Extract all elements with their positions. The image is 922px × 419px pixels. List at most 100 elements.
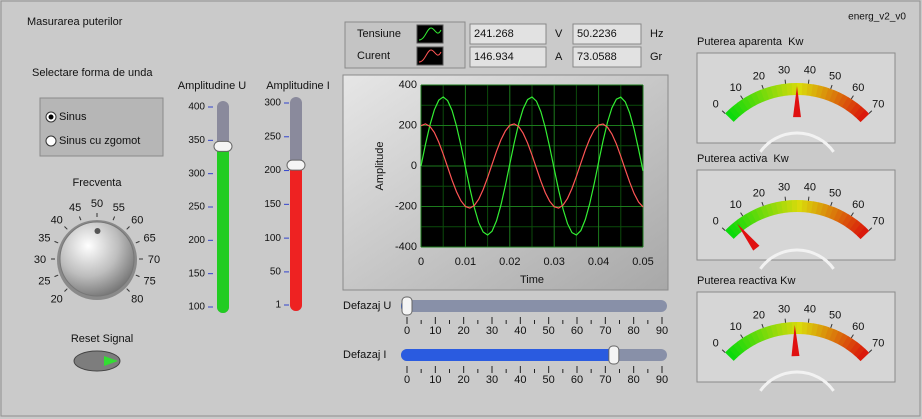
gauge-band (853, 106, 866, 119)
gauge-band (775, 323, 784, 337)
legend-box (344, 21, 466, 69)
slider-tick-label: 250 (188, 202, 205, 213)
x-tick-label: 0 (418, 256, 424, 268)
gauge-band (750, 91, 761, 106)
legend-line (418, 49, 442, 63)
gauge-band (745, 94, 757, 108)
gauge-band (765, 325, 775, 339)
knob-tick-label: 75 (144, 275, 156, 287)
gauge-tick (868, 110, 873, 114)
gauge-tick-label: 70 (872, 98, 884, 110)
gauge-band (755, 328, 766, 342)
indicator-unit: V (555, 28, 563, 40)
radio-dot (48, 114, 54, 120)
frequency-knob[interactable] (59, 221, 135, 297)
knob-tick-label: 30 (34, 254, 46, 266)
gauge-tick (850, 95, 854, 100)
gauge-band (741, 213, 753, 227)
series-line (420, 96, 644, 236)
slider-tick-label: 30 (486, 374, 498, 386)
slider-thumb[interactable] (286, 159, 306, 171)
gauge-decor-arc (759, 370, 835, 392)
slider-label: Defazaj U (343, 300, 391, 312)
slider-thumb[interactable] (608, 345, 620, 365)
x-tick-label: 0.03 (543, 256, 564, 268)
gauge-tick (850, 212, 854, 217)
panel-title: Masurarea puterilor (27, 16, 123, 28)
legend-label: Curent (357, 50, 390, 62)
gauge-tick-label: 40 (804, 182, 816, 194)
gauge-band (806, 200, 814, 214)
knob-tick (64, 226, 68, 230)
slider-tick-label: 300 (264, 98, 281, 109)
reset-button[interactable] (73, 350, 121, 372)
reset-led (104, 356, 118, 366)
gauge-band (856, 226, 870, 240)
version-label: energ_v2_v0 (848, 12, 906, 23)
gauge-tick-label: 70 (872, 337, 884, 349)
slider-fill (290, 165, 302, 311)
slider-tick-label: 60 (571, 374, 583, 386)
legend-swatch (416, 46, 444, 66)
knob-tick-label: 40 (51, 214, 63, 226)
gauge-band (820, 325, 829, 339)
gauge-band (845, 338, 858, 352)
gauge-tick (850, 334, 854, 339)
radio-button[interactable] (45, 135, 57, 147)
knob-tick-label: 60 (131, 214, 143, 226)
gauge-tick (761, 323, 764, 329)
gauge-band (856, 348, 870, 362)
indicator-box (469, 23, 547, 45)
gauge-band (811, 201, 819, 215)
slider-tick-label: 80 (628, 325, 640, 337)
slider-thumb[interactable] (213, 140, 233, 152)
gauge-band (732, 102, 745, 116)
slider-fill (401, 349, 614, 361)
gauge-band (745, 211, 757, 225)
knob-tick-label: 20 (51, 294, 63, 306)
knob-tick-label: 80 (131, 294, 143, 306)
knob-tick (126, 226, 130, 230)
reset-label: Reset Signal (71, 333, 133, 345)
gauge-band (849, 102, 862, 116)
slider-tick-label: 50 (543, 374, 555, 386)
x-tick-label: 0.05 (632, 256, 653, 268)
gauge-band (781, 200, 788, 214)
slider-tick-label: 30 (486, 325, 498, 337)
gauge-band (765, 203, 775, 217)
knob-tick (126, 288, 130, 292)
slider-tick-label: 150 (264, 199, 281, 210)
gauge-tick-label: 70 (872, 215, 884, 227)
gauge-band (732, 341, 745, 355)
frequency-label: Frecventa (73, 177, 123, 189)
gauge-band (820, 86, 829, 100)
gauge-tick-label: 10 (730, 321, 742, 333)
gauge-tick-label: 20 (753, 310, 765, 322)
slider-tick-label: 50 (543, 325, 555, 337)
gauge-tick (868, 227, 873, 231)
gauge-band (845, 99, 858, 113)
slider-tick-label: 0 (404, 325, 410, 337)
knob-pointer (94, 228, 101, 235)
gauge-tick (721, 110, 726, 114)
indicator-value: 50.2236 (577, 28, 617, 40)
x-tick-label: 0.01 (455, 256, 476, 268)
indicator-unit: A (555, 51, 563, 63)
y-tick-label: 200 (399, 119, 417, 131)
slider-label: Amplitudine U (178, 80, 247, 92)
slider-track[interactable] (401, 300, 667, 312)
gauge-band (728, 105, 741, 119)
gauge-band (750, 330, 761, 345)
gauge-tick-label: 0 (713, 337, 719, 349)
slider-tick-label: 10 (429, 374, 441, 386)
gauge-band (833, 92, 844, 106)
knob-tick-label: 70 (148, 254, 160, 266)
gauge-tick-label: 60 (852, 199, 864, 211)
gauge-band (781, 322, 788, 336)
gauge-band (856, 109, 870, 123)
gauge-band (728, 222, 741, 236)
slider-thumb[interactable] (401, 296, 413, 316)
gauge-band (815, 202, 824, 216)
gauge-band (770, 324, 779, 338)
knob-tick (135, 274, 140, 278)
